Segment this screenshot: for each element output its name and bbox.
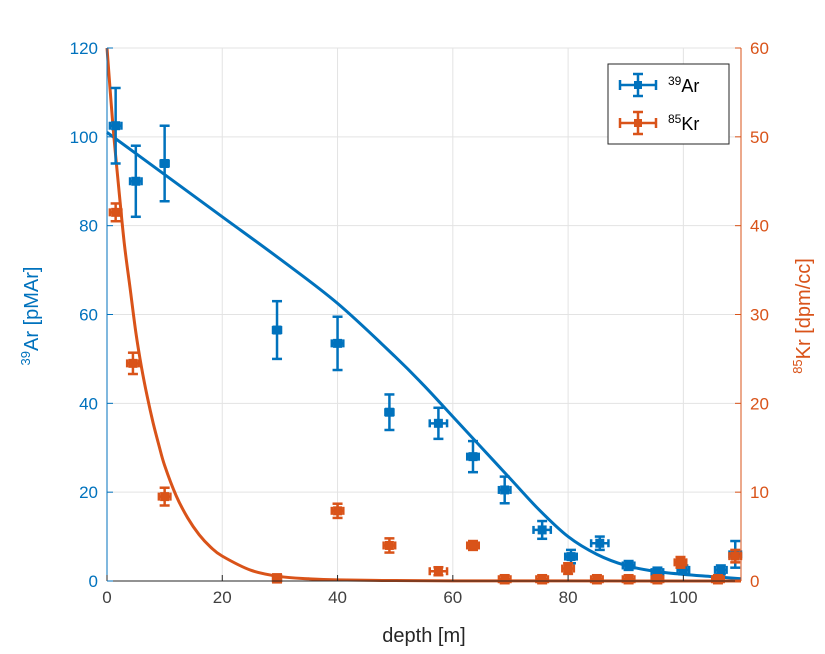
kr-data-point: [561, 561, 576, 576]
ar-data-point: [465, 439, 481, 474]
legend-kr-label: 85Kr: [668, 112, 699, 134]
legend-ar-label: 39Ar: [668, 74, 699, 96]
x-tick-label: 40: [328, 588, 347, 607]
legend-ar-sup: 39: [668, 74, 682, 88]
y-left-tick-label: 40: [79, 394, 98, 413]
legend: 39Ar 85Kr: [607, 63, 730, 145]
kr-data-point: [589, 573, 604, 585]
kr-data-point: [673, 555, 688, 569]
kr-data-point: [465, 539, 481, 552]
kr-data-point: [125, 351, 140, 376]
kr-data-point: [650, 573, 665, 585]
kr-data-point: [108, 202, 123, 223]
y-axis-left-label: 39Ar [pMAr]: [18, 267, 43, 366]
y-left-tick-label: 20: [79, 483, 98, 502]
ar-data-point: [621, 559, 636, 572]
kr-data-point: [330, 502, 345, 520]
ar-data-point: [384, 393, 395, 432]
y-axis-left-label-text: Ar [pMAr]: [21, 267, 43, 351]
ar-data-point: [128, 144, 143, 219]
legend-ar-text: Ar: [681, 76, 699, 96]
ar-data-point: [159, 124, 170, 203]
ar-data-point: [271, 299, 283, 361]
x-axis-label: depth [m]: [382, 625, 465, 647]
ar-data-point: [589, 535, 610, 552]
y-axis-left-label-sup: 39: [18, 351, 33, 365]
x-tick-label: 80: [559, 588, 578, 607]
kr-data-point: [271, 573, 283, 584]
x-tick-label: 100: [669, 588, 697, 607]
ar-data-point: [713, 564, 728, 576]
tick-labels: 0 20 40 60 80 100 0 20 40 60 80 100 120 0 10 20 30 40 50 60: [70, 39, 769, 607]
ar-data-point: [108, 86, 123, 165]
y-right-tick-label: 10: [750, 483, 769, 502]
y-left-tick-label: 0: [89, 572, 98, 591]
x-tick-label: 20: [213, 588, 232, 607]
grid: [106, 47, 741, 582]
ar-data-point: [330, 315, 345, 372]
y-left-tick-label: 60: [79, 306, 98, 325]
legend-kr-marker: [618, 110, 658, 136]
y-axis-right-label: 85Kr [dpm/cc]: [790, 258, 815, 374]
y-right-tick-label: 50: [750, 128, 769, 147]
legend-ar-marker: [618, 72, 658, 98]
legend-box: [607, 63, 730, 145]
y-left-tick-label: 80: [79, 217, 98, 236]
kr-data-point: [621, 573, 636, 585]
y-axis-right-label-sup: 85: [790, 359, 805, 373]
ar-data-point: [563, 548, 578, 565]
y-right-tick-label: 20: [750, 394, 769, 413]
y-left-tick-label: 100: [70, 128, 98, 147]
x-tick-label: 60: [443, 588, 462, 607]
y-axis-right-label-text: Kr [dpm/cc]: [793, 258, 815, 359]
legend-kr-text: Kr: [681, 114, 699, 134]
y-right-tick-label: 40: [750, 217, 769, 236]
kr-data-point: [428, 565, 449, 577]
ar-data-point: [497, 475, 512, 505]
axes: [106, 47, 742, 582]
x-tick-label: 0: [102, 588, 111, 607]
y-left-tick-label: 120: [70, 39, 98, 58]
y-right-tick-label: 60: [750, 39, 769, 58]
y-right-tick-label: 30: [750, 306, 769, 325]
y-right-tick-label: 0: [750, 572, 759, 591]
ar-data-point: [428, 406, 449, 441]
kr-data-point: [382, 537, 397, 554]
legend-kr-sup: 85: [668, 112, 682, 126]
kr-data-point: [157, 486, 172, 507]
kr-data-point: [728, 548, 743, 564]
kr-data-point: [497, 573, 512, 585]
data-points: [108, 86, 743, 585]
ar-data-point: [532, 519, 553, 541]
kr-data-point: [535, 573, 550, 585]
kr-data-point: [710, 573, 725, 585]
